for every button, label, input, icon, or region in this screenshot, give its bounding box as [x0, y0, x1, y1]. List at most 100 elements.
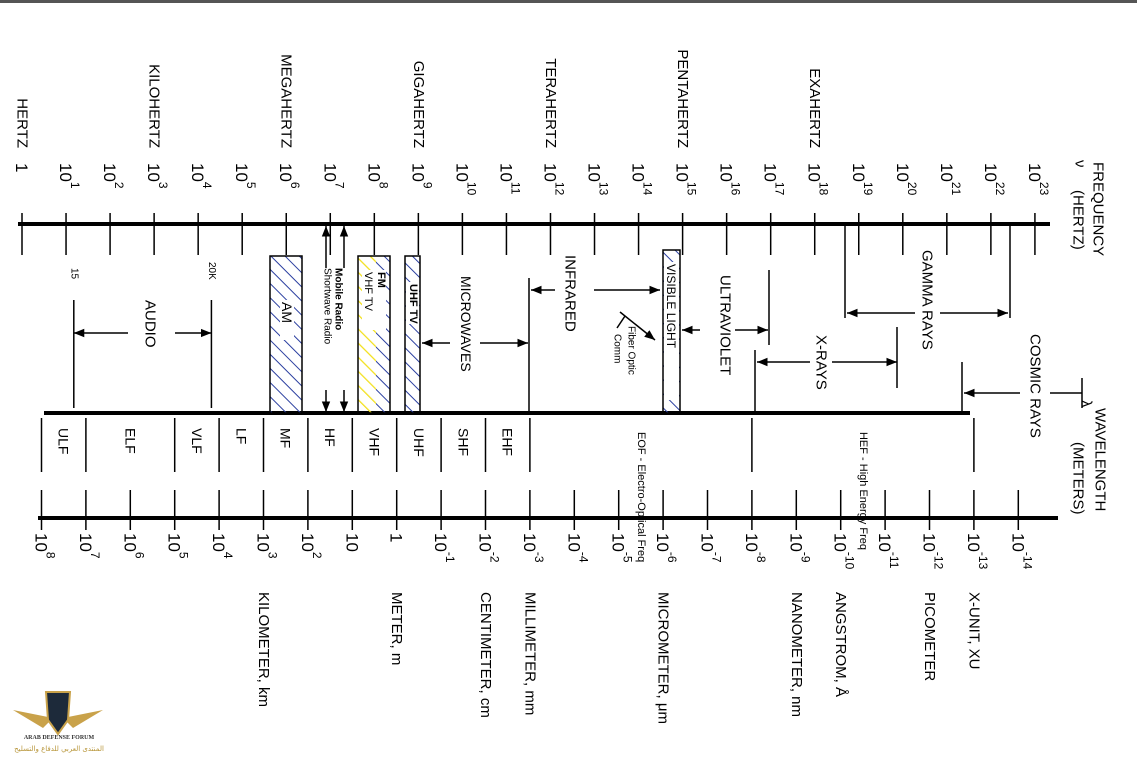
band-label-3: LF: [233, 428, 249, 444]
wavelength-tick-label: 107: [76, 533, 102, 559]
wavelength-tick-label: 10-2: [476, 533, 502, 563]
wavelength-symbol: λ: [1078, 400, 1095, 408]
wavelength-unit-label: KILOMETER, km: [255, 592, 272, 707]
tick-exponent: 15: [685, 182, 699, 196]
tick-exponent: 9: [420, 182, 434, 189]
tick-exponent: 18: [817, 182, 831, 196]
audio-low-label: 15: [68, 268, 79, 280]
frequency-axis-unit: (HERTZ): [1070, 190, 1087, 250]
band-label-7: UHF: [411, 428, 427, 457]
wavelength-tick-label: 10-8: [742, 533, 768, 563]
tick-exponent: 6: [132, 552, 146, 559]
frequency-unit-label: TERAHERTZ: [542, 58, 559, 148]
tick-exponent: 1: [68, 182, 82, 189]
tick-base: 10: [585, 163, 604, 182]
wavelength-tick-label: 102: [298, 533, 324, 559]
frequency-tick-label: 104: [189, 163, 215, 189]
frequency-unit-label: MEGAHERTZ: [278, 54, 295, 148]
tick-exponent: -6: [665, 552, 679, 563]
wavelength-unit-label: MILLIMETER, mm: [521, 592, 538, 715]
frequency-tick-label: 1018: [805, 163, 831, 196]
tick-exponent: -1: [443, 552, 457, 563]
band-label-1: ELF: [122, 428, 138, 454]
tick-exponent: 8: [44, 552, 58, 559]
tick-base: 10: [893, 163, 912, 182]
tick-base: 10: [673, 163, 692, 182]
tick-exponent: -8: [754, 552, 768, 563]
tick-exponent: 3: [266, 552, 280, 559]
frequency-tick-label: 1019: [849, 163, 875, 196]
wavelength-tick-label: 105: [165, 533, 191, 559]
tick-base: 10: [32, 533, 51, 552]
frequency-unit-label: PENTAHERTZ: [674, 49, 691, 148]
frequency-symbol: ν: [1072, 160, 1089, 168]
wavelength-tick-label: 10-9: [787, 533, 813, 563]
tick-base: 1: [13, 163, 32, 172]
tick-base: 10: [876, 533, 895, 552]
tick-base: 10: [805, 163, 824, 182]
tick-exponent: -11: [887, 552, 901, 569]
tick-exponent: 5: [177, 552, 191, 559]
visible-light-label: VISIBLE LIGHT: [664, 264, 678, 349]
tick-exponent: 14: [641, 182, 655, 196]
tick-exponent: 20: [905, 182, 919, 196]
wavelength-tick-label: 10-12: [920, 533, 946, 570]
tick-exponent: 22: [993, 182, 1007, 196]
top-border: [0, 0, 1137, 3]
uhf-label-bg: [406, 282, 419, 324]
frequency-tick-label: 1013: [585, 163, 611, 196]
frequency-tick-label: 1: [13, 163, 32, 172]
tick-exponent: 2: [112, 182, 126, 189]
frequency-tick-label: 1016: [717, 163, 743, 196]
tick-exponent: 17: [773, 182, 787, 196]
tick-base: 10: [937, 163, 956, 182]
tick-exponent: 13: [597, 182, 611, 196]
tick-base: 10: [409, 163, 428, 182]
tick-base: 1: [387, 533, 406, 542]
fm-vhf-box: [357, 255, 391, 414]
tick-exponent: 11: [508, 182, 522, 195]
visible-label-bg: [664, 262, 679, 400]
tick-exponent: 8: [376, 182, 390, 189]
tick-base: 10: [742, 533, 761, 552]
tick-base: 10: [321, 163, 340, 182]
frequency-tick-label: 103: [145, 163, 171, 189]
tick-exponent: 6: [288, 182, 302, 189]
wavelength-unit-label: CENTIMETER, cm: [477, 592, 494, 718]
infrared-label: INFRARED: [562, 255, 579, 332]
band-label-10: EOF - Electro-Optical Freq: [635, 432, 647, 562]
tick-exponent: 21: [949, 182, 963, 196]
tick-base: 10: [1009, 533, 1028, 552]
tick-base: 10: [343, 533, 362, 552]
tick-base: 10: [476, 533, 495, 552]
frequency-tick-label: 1021: [937, 163, 963, 196]
wavelength-tick-label: 10-3: [520, 533, 546, 563]
tick-base: 10: [717, 163, 736, 182]
band-label-8: SHF: [455, 428, 471, 456]
fiber-optic-label-2: Comm: [612, 334, 623, 363]
tick-exponent: -10: [843, 552, 857, 570]
microwaves-label: MICROWAVES: [458, 276, 474, 372]
frequency-tick-label: 1022: [981, 163, 1007, 196]
frequency-unit-label: GIGAHERTZ: [410, 61, 427, 148]
tick-exponent: -7: [710, 552, 724, 563]
tick-base: 10: [698, 533, 717, 552]
audio-label: AUDIO: [142, 300, 159, 348]
tick-exponent: 7: [88, 552, 102, 559]
band-label-4: MF: [278, 428, 294, 448]
audio-high-label: 20K: [206, 262, 217, 280]
wavelength-tick-label: 108: [32, 533, 58, 559]
tick-base: 10: [210, 533, 229, 552]
wavelength-tick-label: 10-7: [698, 533, 724, 563]
ultraviolet-label: ULTRAVIOLET: [717, 275, 734, 375]
wavelength-unit-label: PICOMETER: [921, 592, 938, 681]
uhf-tv-box: [404, 255, 421, 414]
tick-base: 10: [254, 533, 273, 552]
am-label: AM: [279, 302, 295, 323]
tick-base: 10: [565, 533, 584, 552]
wavelength-tick-label: 1: [387, 533, 406, 542]
wavelength-tick-label: 10: [343, 533, 362, 552]
band-label-5: HF: [322, 428, 338, 447]
frequency-axis-title: FREQUENCY: [1090, 162, 1107, 256]
